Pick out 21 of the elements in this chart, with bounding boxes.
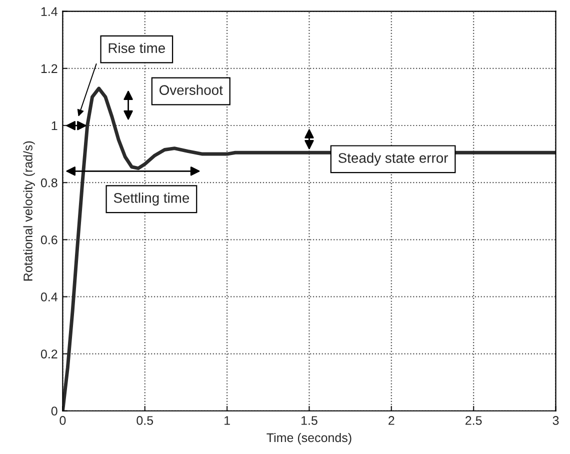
annotation: Rise time [108, 42, 165, 54]
x-axis-title: Time (seconds) [266, 432, 352, 445]
annotation: Settling time [114, 192, 190, 206]
x-tick-label: 0.5 [136, 416, 154, 425]
y-tick-label: 0.6 [40, 235, 58, 244]
x-tick-label: 0 [60, 416, 66, 425]
y-tick-label: 0.8 [40, 178, 58, 188]
x-tick-label: 2 [388, 416, 394, 425]
x-tick-label: 2.5 [466, 416, 482, 425]
y-tick-label: 0 [51, 406, 58, 416]
annotation: Overshoot [160, 84, 223, 95]
y-tick-label: 1.2 [41, 64, 58, 73]
y-tick-label: 0.2 [40, 350, 58, 358]
y-tick-label: 1 [52, 121, 58, 130]
x-tick-label: 3 [552, 416, 559, 425]
x-tick-label: 1 [224, 416, 230, 425]
y-axis-title: Rotational velocity (rad/s) [23, 141, 35, 281]
y-tick-label: 1.4 [41, 7, 58, 16]
y-tick-label: 0.4 [40, 292, 58, 302]
annotation: Steady state error [338, 152, 448, 166]
x-tick-label: 1.5 [301, 416, 318, 425]
